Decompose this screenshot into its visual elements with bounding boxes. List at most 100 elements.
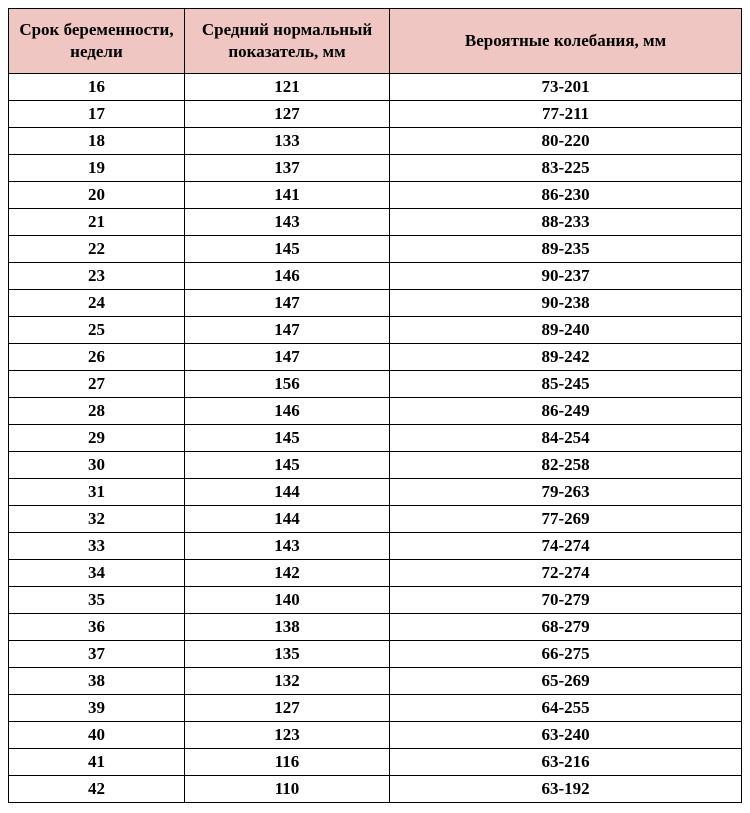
- table-cell: 79-263: [390, 479, 742, 506]
- table-row: 4012363-240: [9, 722, 742, 749]
- table-cell: 66-275: [390, 641, 742, 668]
- table-cell: 138: [184, 614, 389, 641]
- table-cell: 121: [184, 74, 389, 101]
- table-cell: 37: [9, 641, 185, 668]
- table-cell: 63-216: [390, 749, 742, 776]
- table-row: 2914584-254: [9, 425, 742, 452]
- table-row: 2014186-230: [9, 182, 742, 209]
- table-cell: 77-211: [390, 101, 742, 128]
- table-cell: 39: [9, 695, 185, 722]
- table-row: 3214477-269: [9, 506, 742, 533]
- table-cell: 80-220: [390, 128, 742, 155]
- table-cell: 16: [9, 74, 185, 101]
- table-cell: 38: [9, 668, 185, 695]
- table-row: 2514789-240: [9, 317, 742, 344]
- table-cell: 28: [9, 398, 185, 425]
- table-cell: 89-242: [390, 344, 742, 371]
- table-row: 2715685-245: [9, 371, 742, 398]
- table-row: 2114388-233: [9, 209, 742, 236]
- table-cell: 90-237: [390, 263, 742, 290]
- table-row: 1612173-201: [9, 74, 742, 101]
- table-row: 3713566-275: [9, 641, 742, 668]
- table-row: 2214589-235: [9, 236, 742, 263]
- table-row: 4111663-216: [9, 749, 742, 776]
- table-row: 3514070-279: [9, 587, 742, 614]
- table-row: 2814686-249: [9, 398, 742, 425]
- table-cell: 82-258: [390, 452, 742, 479]
- table-cell: 88-233: [390, 209, 742, 236]
- table-cell: 137: [184, 155, 389, 182]
- table-cell: 116: [184, 749, 389, 776]
- table-cell: 147: [184, 344, 389, 371]
- table-cell: 146: [184, 398, 389, 425]
- table-cell: 63-192: [390, 776, 742, 803]
- table-cell: 147: [184, 317, 389, 344]
- table-cell: 73-201: [390, 74, 742, 101]
- table-cell: 68-279: [390, 614, 742, 641]
- table-cell: 140: [184, 587, 389, 614]
- table-row: 3613868-279: [9, 614, 742, 641]
- table-row: 3414272-274: [9, 560, 742, 587]
- table-cell: 35: [9, 587, 185, 614]
- table-cell: 144: [184, 479, 389, 506]
- table-cell: 77-269: [390, 506, 742, 533]
- header-row: Срок беременности, недели Средний нормал…: [9, 9, 742, 74]
- table-cell: 123: [184, 722, 389, 749]
- table-row: 3314374-274: [9, 533, 742, 560]
- table-cell: 24: [9, 290, 185, 317]
- table-cell: 146: [184, 263, 389, 290]
- table-cell: 26: [9, 344, 185, 371]
- table-cell: 17: [9, 101, 185, 128]
- table-row: 2614789-242: [9, 344, 742, 371]
- table-cell: 85-245: [390, 371, 742, 398]
- table-cell: 21: [9, 209, 185, 236]
- table-cell: 19: [9, 155, 185, 182]
- header-col-week: Срок беременности, недели: [9, 9, 185, 74]
- table-cell: 135: [184, 641, 389, 668]
- table-cell: 30: [9, 452, 185, 479]
- table-cell: 40: [9, 722, 185, 749]
- table-row: 3813265-269: [9, 668, 742, 695]
- table-cell: 90-238: [390, 290, 742, 317]
- table-row: 2314690-237: [9, 263, 742, 290]
- table-cell: 89-240: [390, 317, 742, 344]
- table-row: 3114479-263: [9, 479, 742, 506]
- table-cell: 142: [184, 560, 389, 587]
- table-cell: 86-249: [390, 398, 742, 425]
- table-cell: 89-235: [390, 236, 742, 263]
- table-cell: 143: [184, 209, 389, 236]
- table-row: 1913783-225: [9, 155, 742, 182]
- table-cell: 36: [9, 614, 185, 641]
- table-cell: 22: [9, 236, 185, 263]
- table-cell: 86-230: [390, 182, 742, 209]
- table-cell: 31: [9, 479, 185, 506]
- table-cell: 74-274: [390, 533, 742, 560]
- table-body: 1612173-2011712777-2111813380-2201913783…: [9, 74, 742, 803]
- header-col-average: Средний нормальный показатель, мм: [184, 9, 389, 74]
- table-cell: 65-269: [390, 668, 742, 695]
- table-cell: 147: [184, 290, 389, 317]
- table-cell: 64-255: [390, 695, 742, 722]
- table-cell: 29: [9, 425, 185, 452]
- table-cell: 42: [9, 776, 185, 803]
- pregnancy-data-table: Срок беременности, недели Средний нормал…: [8, 8, 742, 803]
- table-cell: 145: [184, 236, 389, 263]
- table-cell: 25: [9, 317, 185, 344]
- table-cell: 133: [184, 128, 389, 155]
- table-cell: 63-240: [390, 722, 742, 749]
- table-cell: 141: [184, 182, 389, 209]
- table-row: 4211063-192: [9, 776, 742, 803]
- table-row: 2414790-238: [9, 290, 742, 317]
- header-col-range: Вероятные колебания, мм: [390, 9, 742, 74]
- table-cell: 18: [9, 128, 185, 155]
- table-cell: 41: [9, 749, 185, 776]
- table-cell: 20: [9, 182, 185, 209]
- table-cell: 23: [9, 263, 185, 290]
- table-row: 3912764-255: [9, 695, 742, 722]
- table-cell: 143: [184, 533, 389, 560]
- table-cell: 156: [184, 371, 389, 398]
- table-cell: 33: [9, 533, 185, 560]
- table-cell: 145: [184, 452, 389, 479]
- table-row: 1712777-211: [9, 101, 742, 128]
- table-cell: 144: [184, 506, 389, 533]
